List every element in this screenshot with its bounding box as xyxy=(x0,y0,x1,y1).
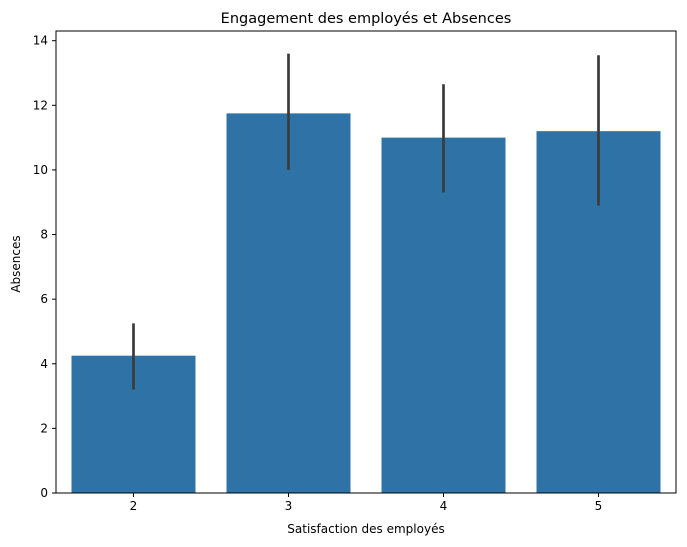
x-axis-label: Satisfaction des employés xyxy=(287,522,444,536)
chart-title: Engagement des employés et Absences xyxy=(221,11,512,27)
y-tick-label-0: 0 xyxy=(40,486,48,500)
y-tick-label-8: 8 xyxy=(40,228,48,242)
y-tick-label-12: 12 xyxy=(33,98,48,112)
axes-frame xyxy=(55,30,677,494)
y-tick-label-10: 10 xyxy=(33,163,48,177)
y-axis-label: Absences xyxy=(9,235,23,292)
plot-area: 0 2 4 6 8 10 12 14 2 3 4 5 xyxy=(33,30,677,513)
x-tick-label-5: 5 xyxy=(595,499,603,513)
x-tick-label-3: 3 xyxy=(285,499,293,513)
y-tick-label-14: 14 xyxy=(33,34,48,48)
y-tick-label-2: 2 xyxy=(40,421,48,435)
x-tick-label-4: 4 xyxy=(440,499,448,513)
y-tick-label-6: 6 xyxy=(40,292,48,306)
y-tick-label-4: 4 xyxy=(40,357,48,371)
bar-3 xyxy=(226,113,351,493)
bar-4 xyxy=(381,137,506,493)
x-tick-label-2: 2 xyxy=(130,499,138,513)
